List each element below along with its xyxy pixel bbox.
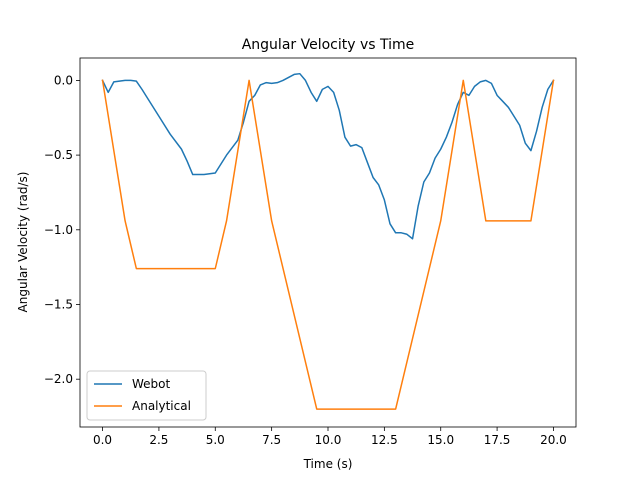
y-axis-title: Angular Velocity (rad/s) (16, 172, 30, 313)
x-axis-title: Time (s) (303, 457, 353, 471)
x-tick-label: 5.0 (206, 433, 225, 447)
x-tick-label: 10.0 (315, 433, 342, 447)
y-tick-label: −1.0 (44, 223, 73, 237)
legend-label-analytical: Analytical (132, 399, 191, 413)
x-tick-label: 0.0 (93, 433, 112, 447)
x-tick-label: 7.5 (262, 433, 281, 447)
x-tick-label: 20.0 (540, 433, 567, 447)
y-tick-label: −1.5 (44, 297, 73, 311)
x-tick-label: 15.0 (427, 433, 454, 447)
y-tick-label: −2.0 (44, 372, 73, 386)
chart-title: Angular Velocity vs Time (242, 37, 415, 53)
series-line-analytical (101, 79, 555, 410)
series-line-webot (101, 72, 555, 240)
x-tick-label: 2.5 (149, 433, 168, 447)
y-tick-label: −0.5 (44, 148, 73, 162)
legend-label-webot: Webot (132, 377, 171, 391)
plot-area: 0.0 2.5 5.0 7.5 10.0 12.5 15.0 17.5 20.0 0.0 −0.5 −… (44, 57, 577, 447)
x-tick-label: 12.5 (371, 433, 398, 447)
y-tick-label: 0.0 (54, 73, 73, 87)
x-tick-label: 17.5 (484, 433, 511, 447)
